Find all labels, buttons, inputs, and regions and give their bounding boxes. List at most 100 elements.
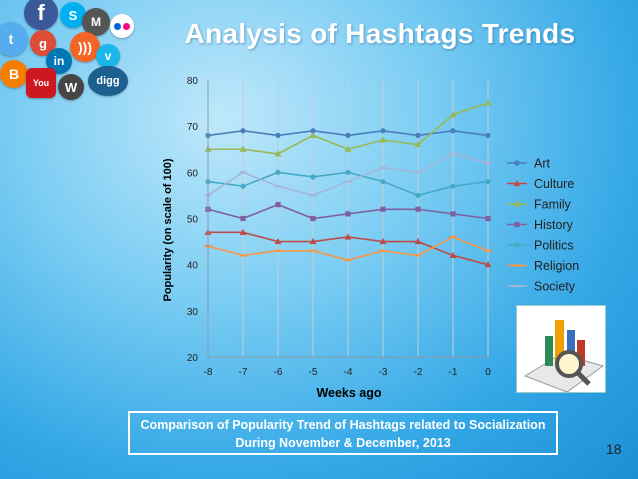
x-tick-label: -5 (309, 367, 318, 378)
data-point-history (450, 211, 456, 217)
data-point-culture (484, 261, 492, 268)
legend-label: Family (534, 198, 572, 212)
caption-line-1: Comparison of Popularity Trend of Hashta… (140, 418, 546, 432)
data-point-culture (414, 237, 422, 245)
y-tick-label: 80 (187, 76, 199, 87)
data-point-politics (415, 192, 421, 199)
legend-item-history: History (507, 218, 574, 232)
legend-label: Religion (534, 259, 579, 273)
legend-marker (513, 284, 521, 288)
rss-icon: ))) (70, 32, 100, 62)
series-society (204, 152, 492, 197)
bar-chart-magnifier-image (516, 305, 606, 393)
y-tick-label: 40 (187, 261, 199, 272)
data-point-art (310, 128, 316, 134)
data-point-politics (380, 178, 386, 185)
myspace-icon: M (82, 8, 110, 36)
y-tick-label: 70 (187, 122, 199, 133)
x-tick-label: -4 (344, 367, 353, 378)
legend-item-art: Art (507, 157, 551, 171)
y-tick-label: 20 (187, 353, 199, 364)
blogger-icon: B (0, 60, 28, 88)
legend-label: Art (534, 157, 551, 171)
data-point-society (484, 161, 492, 165)
x-tick-label: -8 (204, 367, 213, 378)
data-point-politics (450, 183, 456, 189)
x-axis-label: Weeks ago (316, 386, 381, 400)
legend-label: Politics (534, 239, 574, 253)
slide-title: Analysis of Hashtags Trends (184, 18, 576, 49)
data-point-politics (310, 174, 316, 180)
data-point-history (380, 206, 386, 212)
data-point-history (310, 215, 316, 222)
digg-icon: digg (88, 66, 128, 96)
social-media-icons-cluster: f t S M g B in ))) v You W digg (0, 0, 150, 120)
data-point-family (309, 131, 317, 138)
data-point-family (239, 145, 247, 152)
legend-marker (513, 179, 521, 187)
data-point-society (309, 194, 317, 197)
series-politics (205, 169, 491, 199)
legend-label: Society (534, 280, 576, 294)
series-family (204, 99, 492, 157)
legend-item-society: Society (507, 280, 576, 294)
data-point-art (485, 132, 491, 138)
data-point-culture (344, 233, 352, 240)
data-point-society (414, 171, 422, 174)
data-point-art (240, 128, 246, 134)
data-point-history (275, 202, 281, 208)
legend-marker (513, 200, 521, 207)
data-point-art (450, 128, 456, 134)
data-point-religion (379, 249, 387, 253)
data-point-art (345, 132, 351, 138)
x-tick-label: 0 (485, 367, 491, 378)
y-tick-label: 60 (187, 168, 199, 179)
data-point-family (449, 111, 457, 118)
data-point-history (240, 215, 246, 222)
series-art (205, 128, 491, 138)
facebook-icon: f (24, 0, 58, 30)
data-point-culture (379, 237, 387, 245)
legend-item-family: Family (507, 198, 572, 212)
y-tick-label: 50 (187, 215, 199, 226)
legend-label: Culture (534, 177, 574, 191)
data-point-culture (449, 251, 457, 259)
data-point-society (274, 184, 282, 188)
page-number: 18 (606, 441, 622, 457)
data-point-politics (485, 178, 491, 185)
y-axis-label: Popularity (on scale of 100) (162, 158, 174, 301)
data-point-religion (309, 249, 317, 253)
legend-marker (514, 242, 520, 248)
caption-line-2: During November & December, 2013 (235, 436, 451, 450)
youtube-icon: You (26, 68, 56, 98)
data-point-family (414, 141, 422, 148)
y-tick-label: 30 (187, 307, 199, 318)
data-point-religion (484, 249, 492, 253)
data-point-religion (274, 249, 282, 253)
data-point-society (239, 171, 247, 174)
data-point-culture (309, 237, 317, 245)
chart-caption-box: Comparison of Popularity Trend of Hashta… (128, 411, 558, 455)
twitter-icon: t (0, 22, 28, 56)
data-point-history (485, 215, 491, 222)
legend-item-religion: Religion (507, 259, 579, 273)
data-point-politics (345, 169, 351, 175)
vimeo-icon: v (96, 44, 120, 68)
series-religion (204, 235, 492, 262)
data-point-family (344, 145, 352, 152)
x-tick-label: -3 (379, 367, 388, 378)
data-point-religion (449, 235, 457, 239)
data-point-family (379, 136, 387, 143)
x-tick-label: -2 (414, 367, 423, 378)
data-point-art (380, 128, 386, 134)
data-point-politics (240, 183, 246, 189)
wordpress-icon: W (58, 74, 84, 100)
x-tick-label: -1 (449, 367, 458, 378)
legend-label: History (534, 218, 574, 232)
legend-marker (514, 221, 520, 228)
data-point-art (415, 132, 421, 138)
x-tick-label: -7 (239, 367, 248, 378)
data-point-society (449, 152, 457, 156)
